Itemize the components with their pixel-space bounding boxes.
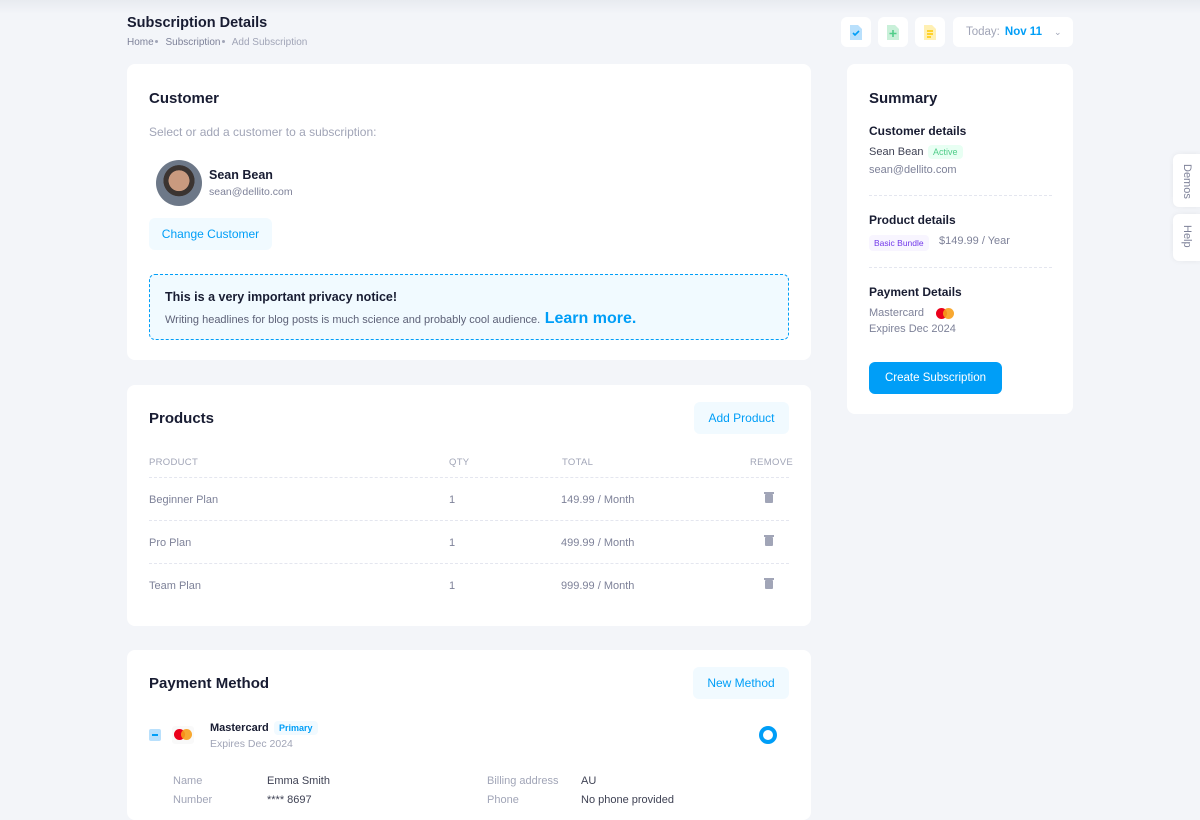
summary-card-expires: Expires Dec 2024: [869, 323, 956, 335]
date-value: Nov 11: [1004, 26, 1042, 38]
file-check-button[interactable]: [841, 17, 871, 47]
trash-icon[interactable]: [764, 492, 774, 503]
notice-title: This is a very important privacy notice!: [165, 290, 398, 304]
table-row: Team Plan 1 999.99 / Month: [149, 563, 789, 606]
product-total: 149.99 / Month: [561, 494, 635, 506]
breadcrumb-current: Add Subscription: [231, 37, 308, 48]
detail-value: No phone provided: [581, 794, 674, 806]
privacy-notice: This is a very important privacy notice!…: [149, 274, 789, 340]
customer-card: Customer Select or add a customer to a s…: [127, 64, 811, 360]
col-total: TOTAL: [562, 457, 594, 468]
detail-label: Number: [173, 794, 213, 806]
status-badge: Active: [928, 145, 963, 159]
card-radio[interactable]: [759, 726, 777, 744]
col-qty: QTY: [449, 457, 470, 468]
divider: [869, 267, 1052, 268]
product-qty: 1: [449, 537, 456, 549]
breadcrumb-home[interactable]: Home: [127, 37, 154, 48]
detail-value: **** 8697: [267, 794, 312, 806]
card-expires: Expires Dec 2024: [210, 738, 293, 750]
products-title: Products: [149, 410, 215, 427]
summary-card: Summary Customer details Sean Bean Activ…: [847, 64, 1073, 414]
product-qty: 1: [449, 580, 456, 592]
table-row: Beginner Plan 1 149.99 / Month: [149, 477, 789, 520]
file-add-button[interactable]: [878, 17, 908, 47]
file-text-icon: [924, 24, 936, 40]
help-tab[interactable]: Help: [1173, 214, 1200, 261]
file-check-icon: [850, 24, 862, 40]
page-title: Subscription Details: [127, 15, 268, 31]
col-remove: REMOVE: [750, 457, 793, 468]
product-badge: Basic Bundle: [869, 235, 929, 251]
product-price: $149.99 / Year: [939, 235, 1010, 247]
detail-value: Emma Smith: [267, 775, 330, 787]
trash-icon[interactable]: [764, 535, 774, 546]
detail-value: AU: [581, 775, 597, 787]
demos-tab[interactable]: Demos: [1173, 154, 1200, 207]
product-details-heading: Product details: [869, 213, 956, 227]
summary-email: sean@dellito.com: [869, 164, 957, 176]
date-label: Today:: [966, 26, 1000, 38]
payment-card: Payment Method New Method Mastercard Pri…: [127, 650, 811, 820]
top-shadow: [0, 0, 1200, 14]
col-product: PRODUCT: [149, 457, 199, 468]
customer-title: Customer: [149, 90, 220, 107]
breadcrumb-subscription[interactable]: Subscription: [165, 37, 221, 48]
trash-icon[interactable]: [764, 578, 774, 589]
summary-title: Summary: [869, 90, 938, 107]
card-name: Mastercard: [210, 722, 269, 734]
payment-details-heading: Payment Details: [869, 285, 962, 299]
product-total: 499.99 / Month: [561, 537, 635, 549]
breadcrumb: Home Subscription Add Subscription: [127, 37, 307, 48]
new-method-button[interactable]: New Method: [693, 667, 789, 699]
chevron-down-icon: ⌄: [1053, 26, 1062, 37]
add-product-button[interactable]: Add Product: [694, 402, 789, 434]
divider: [869, 195, 1052, 196]
product-total: 999.99 / Month: [561, 580, 635, 592]
help-label: Help: [1181, 225, 1193, 248]
summary-card-name: Mastercard: [869, 307, 925, 319]
product-name: Beginner Plan: [149, 494, 219, 506]
product-name: Team Plan: [149, 580, 201, 592]
summary-customer-name: Sean Bean: [869, 146, 924, 158]
primary-badge: Primary: [274, 721, 318, 735]
product-name: Pro Plan: [149, 537, 192, 549]
collapse-toggle[interactable]: [149, 729, 161, 741]
products-card: Products Add Product PRODUCT QTY TOTAL R…: [127, 385, 811, 626]
customer-email: sean@dellito.com: [209, 186, 293, 198]
date-picker[interactable]: Today: Nov 11 ⌄: [953, 17, 1073, 47]
notice-text: Writing headlines for blog posts is much…: [165, 314, 541, 326]
detail-label: Phone: [487, 794, 519, 806]
customer-details-heading: Customer details: [869, 124, 967, 138]
avatar: [156, 160, 202, 206]
customer-name: Sean Bean: [209, 168, 273, 182]
payment-title: Payment Method: [149, 675, 270, 692]
change-customer-button[interactable]: Change Customer: [149, 218, 272, 250]
product-qty: 1: [449, 494, 456, 506]
table-row: Pro Plan 1 499.99 / Month: [149, 520, 789, 563]
file-text-button[interactable]: [915, 17, 945, 47]
learn-more-link[interactable]: Learn more.: [544, 310, 637, 327]
mastercard-logo: [172, 726, 194, 744]
mastercard-logo: [935, 308, 955, 320]
detail-label: Name: [173, 775, 203, 787]
demos-label: Demos: [1181, 164, 1193, 199]
customer-subtitle: Select or add a customer to a subscripti…: [149, 125, 377, 139]
detail-label: Billing address: [487, 775, 559, 787]
create-subscription-button[interactable]: Create Subscription: [869, 362, 1002, 394]
file-add-icon: [887, 24, 899, 40]
